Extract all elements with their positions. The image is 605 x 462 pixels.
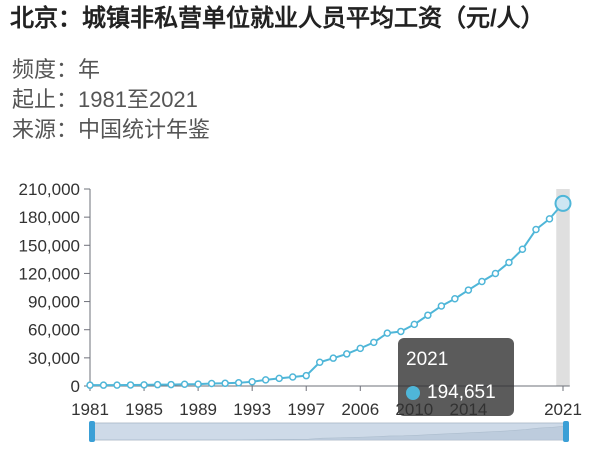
x-tick-label: 1989 [179,400,217,419]
y-tick-label: 90,000 [28,293,80,312]
meta-source: 来源：中国统计年鉴 [12,115,210,145]
line-chart[interactable]: 0 30,000 60,000 90,000 120,000 150,000 180,000… [0,170,605,462]
meta-range-value: 1981至2021 [78,87,198,112]
data-point[interactable] [113,381,121,389]
data-point[interactable] [397,327,405,336]
x-tick-label: 1985 [125,400,163,419]
data-point[interactable] [518,245,527,254]
datazoom-selected-range[interactable] [92,423,566,440]
meta-source-label: 来源： [12,117,79,142]
y-tick-label: 120,000 [19,264,80,283]
datazoom-handle-left[interactable] [89,421,95,442]
y-tick-label: 210,000 [19,180,80,199]
data-point[interactable] [491,269,500,278]
data-point[interactable] [532,225,540,234]
data-point[interactable] [383,329,392,337]
data-point[interactable] [167,380,175,389]
chart-meta: 频度：年 起止：1981至2021 来源：中国统计年鉴 [12,55,210,145]
data-point[interactable] [464,286,473,294]
data-point[interactable] [126,381,135,389]
y-tick-label: 150,000 [19,236,80,255]
tooltip-label: 2021 [406,349,449,370]
chart-tooltip: 2021 194,651 [398,338,514,416]
data-point[interactable] [302,371,310,380]
data-point[interactable] [370,338,378,347]
data-point[interactable] [505,258,513,267]
data-point[interactable] [329,354,338,362]
y-tick-label: 30,000 [28,349,80,368]
axis-pointer-band [556,189,570,386]
meta-frequency: 频度：年 [12,55,210,85]
data-point[interactable] [248,378,256,386]
meta-source-value: 中国统计年鉴 [78,117,211,142]
x-tick-label: 2021 [544,400,582,419]
meta-frequency-value: 年 [78,57,101,82]
data-point[interactable] [194,380,202,388]
data-point[interactable] [275,374,283,383]
highlighted-data-point[interactable] [554,194,572,212]
data-point[interactable] [261,376,270,384]
data-point[interactable] [180,380,189,389]
data-point[interactable] [410,320,419,329]
meta-frequency-label: 频度： [12,57,79,82]
datazoom-data-shadow [91,425,567,441]
data-point[interactable] [343,350,351,358]
data-point[interactable] [86,381,94,389]
data-point[interactable] [234,379,243,387]
data-point[interactable] [356,344,365,353]
series-marker-icon [406,386,420,400]
data-point[interactable] [207,379,216,388]
x-tick-label: 1993 [233,400,271,419]
y-tick-label: 0 [71,377,80,396]
data-point[interactable] [288,373,297,381]
datazoom-handle-right[interactable] [563,421,569,442]
y-tick-label: 180,000 [19,208,80,227]
data-point[interactable] [99,381,108,389]
x-tick-label: 2006 [341,400,379,419]
data-point[interactable] [424,311,432,319]
meta-range-label: 起止： [12,87,79,112]
data-point[interactable] [140,381,148,389]
data-point[interactable] [315,358,324,367]
tooltip-value: 194,651 [427,382,496,403]
data-point[interactable] [478,277,486,286]
data-point[interactable] [545,215,554,223]
x-tick-label: 1981 [71,400,109,419]
x-tick-label: 1997 [287,400,325,419]
y-tick-label: 60,000 [28,321,80,340]
data-point[interactable] [451,295,459,303]
chart-title: 北京：城镇非私营单位就业人员平均工资（元/人） [10,5,545,32]
data-point[interactable] [153,380,162,389]
data-point[interactable] [437,302,446,310]
data-point[interactable] [221,379,229,388]
meta-range: 起止：1981至2021 [12,85,210,115]
